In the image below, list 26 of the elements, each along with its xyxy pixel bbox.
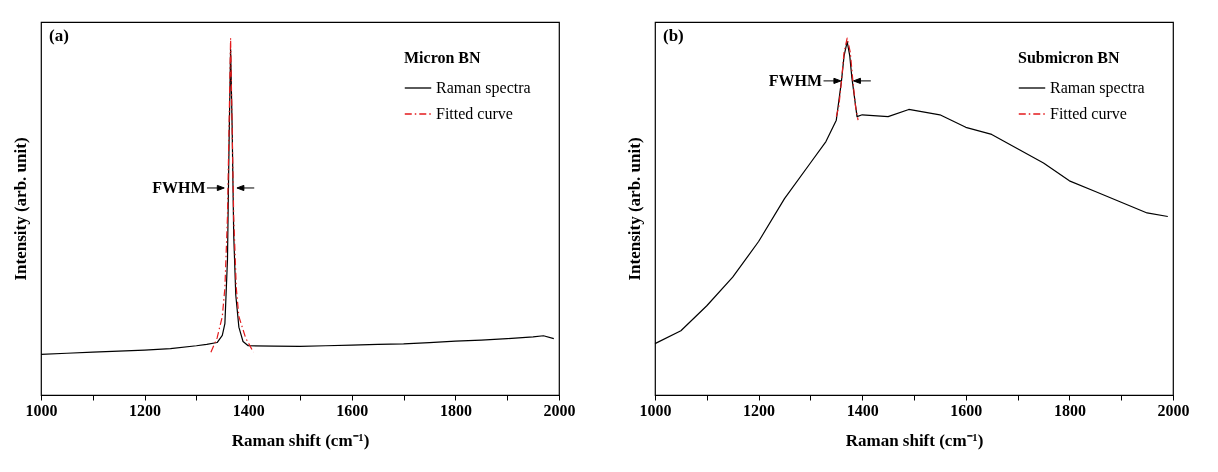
y-axis-title: Intensity (arb. unit): [10, 137, 30, 281]
legend-label: Raman spectra: [1050, 79, 1145, 97]
legend-title: Micron BN: [404, 49, 482, 66]
x-tick-label: 2000: [1157, 401, 1190, 419]
legend-label: Fitted curve: [1050, 105, 1127, 122]
x-tick-label: 1800: [1053, 401, 1086, 419]
x-tick-label: 1800: [439, 401, 472, 419]
x-tick-label: 1000: [639, 401, 672, 419]
x-tick-label: 1000: [25, 401, 58, 419]
x-tick-label: 1200: [743, 401, 776, 419]
x-tick-label: 2000: [543, 401, 576, 419]
y-axis-title: Intensity (arb. unit): [624, 137, 644, 281]
x-axis-title: Raman shift (cm⁻¹): [231, 430, 370, 450]
annotation: FWHM: [768, 71, 823, 89]
x-tick-label: 1400: [846, 401, 879, 419]
annotation: (b): [663, 26, 684, 45]
legend-label: Fitted curve: [436, 105, 513, 122]
x-tick-label: 1400: [232, 401, 265, 419]
x-axis-title: Raman shift (cm⁻¹): [845, 430, 984, 450]
legend-label: Raman spectra: [436, 79, 531, 97]
annotation: FWHM: [152, 178, 206, 196]
x-tick-label: 1600: [950, 401, 983, 419]
annotation: (a): [49, 26, 69, 45]
legend-title: Submicron BN: [1018, 49, 1120, 66]
x-tick-label: 1200: [129, 401, 162, 419]
x-tick-label: 1600: [336, 401, 369, 419]
